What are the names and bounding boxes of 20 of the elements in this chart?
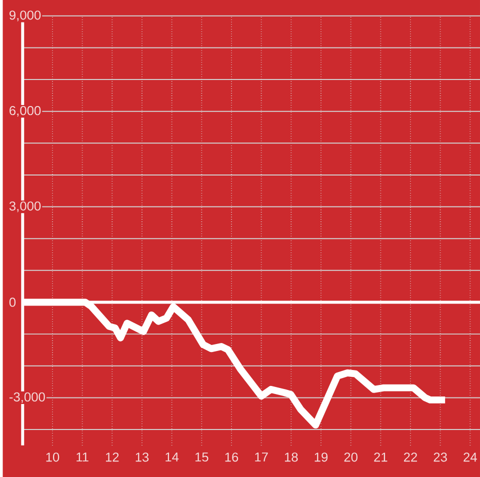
- x-tick-label: 16: [225, 452, 238, 462]
- x-tick-label: 23: [434, 452, 447, 462]
- y-tick-label: -3,000: [9, 392, 45, 403]
- y-tick-label: 0: [9, 298, 16, 307]
- x-tick-label: 24: [464, 452, 477, 462]
- x-tick-label: 17: [255, 452, 268, 462]
- y-tick-label: 6,000: [10, 106, 41, 117]
- x-tick-label: 13: [136, 452, 149, 462]
- x-tick-label: 11: [76, 452, 88, 462]
- x-tick-label: 12: [106, 452, 119, 462]
- x-tick-label: 20: [344, 452, 358, 462]
- x-tick-label: 19: [314, 452, 328, 462]
- x-tick-label: 10: [46, 452, 60, 462]
- y-tick-label: 3,000: [9, 201, 41, 212]
- x-tick-label: 14: [166, 452, 179, 462]
- x-tick-label: 15: [195, 452, 208, 462]
- x-tick-label: 22: [404, 452, 417, 462]
- x-tick-label: 21: [374, 452, 388, 462]
- y-tick-label: 9,000: [10, 10, 41, 22]
- x-tick-label: 18: [284, 452, 298, 462]
